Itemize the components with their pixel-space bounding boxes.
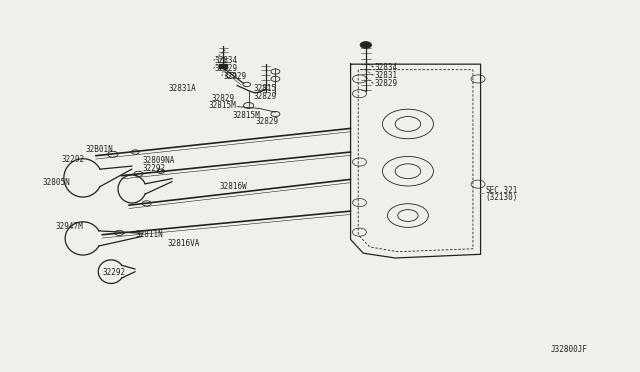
Text: 32805N: 32805N bbox=[43, 178, 70, 187]
Bar bbox=[220, 64, 227, 68]
Text: 32829: 32829 bbox=[215, 64, 238, 73]
Text: 32947M: 32947M bbox=[56, 222, 83, 231]
Text: 32815: 32815 bbox=[253, 84, 276, 93]
Text: 32834: 32834 bbox=[215, 56, 238, 65]
Text: 32815M: 32815M bbox=[209, 101, 236, 110]
Text: 32292: 32292 bbox=[143, 164, 166, 173]
Text: SEC.321: SEC.321 bbox=[486, 186, 518, 195]
Text: 32811N: 32811N bbox=[135, 230, 163, 239]
Text: 32929: 32929 bbox=[223, 72, 246, 81]
Text: 32831: 32831 bbox=[374, 71, 397, 80]
Text: 32815M: 32815M bbox=[232, 110, 260, 120]
Text: 32829: 32829 bbox=[212, 94, 235, 103]
Text: 32829: 32829 bbox=[255, 117, 278, 126]
Text: 32292: 32292 bbox=[62, 155, 85, 164]
Circle shape bbox=[360, 42, 372, 48]
Text: 32831A: 32831A bbox=[168, 84, 196, 93]
Text: (32130): (32130) bbox=[486, 193, 518, 202]
Text: 32816VA: 32816VA bbox=[167, 239, 200, 248]
Text: 32829: 32829 bbox=[374, 79, 397, 88]
Text: 32816W: 32816W bbox=[220, 182, 247, 191]
Text: 32B01N: 32B01N bbox=[86, 145, 113, 154]
Text: 32829: 32829 bbox=[253, 92, 276, 101]
Text: 32809NA: 32809NA bbox=[143, 156, 175, 166]
Text: 32292: 32292 bbox=[102, 268, 125, 277]
Text: 32834: 32834 bbox=[374, 62, 397, 72]
Text: J32800JF: J32800JF bbox=[550, 345, 588, 354]
